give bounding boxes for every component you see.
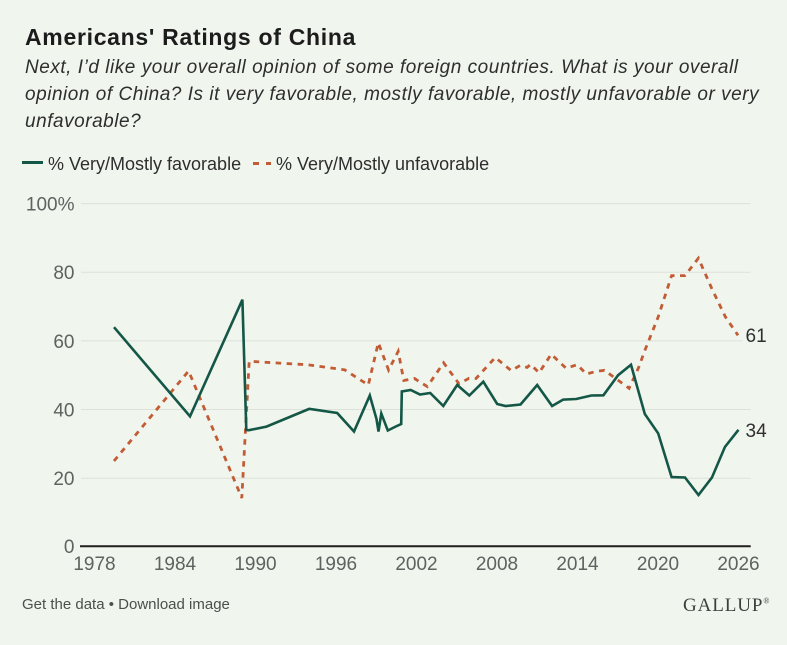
- svg-text:61: 61: [746, 326, 767, 347]
- svg-text:2020: 2020: [637, 554, 679, 575]
- svg-text:2008: 2008: [476, 554, 518, 575]
- svg-text:40: 40: [53, 400, 74, 421]
- svg-text:1990: 1990: [234, 554, 276, 575]
- svg-text:2002: 2002: [395, 554, 437, 575]
- svg-text:60: 60: [53, 332, 74, 353]
- svg-text:2014: 2014: [556, 554, 599, 575]
- svg-text:1984: 1984: [154, 554, 197, 575]
- svg-text:20: 20: [53, 469, 74, 490]
- svg-text:0: 0: [64, 537, 75, 558]
- svg-text:1996: 1996: [315, 554, 357, 575]
- svg-text:100%: 100%: [26, 195, 75, 216]
- svg-text:34: 34: [746, 421, 768, 442]
- svg-text:80: 80: [53, 263, 74, 284]
- svg-text:2026: 2026: [717, 554, 759, 575]
- svg-text:1978: 1978: [73, 554, 115, 575]
